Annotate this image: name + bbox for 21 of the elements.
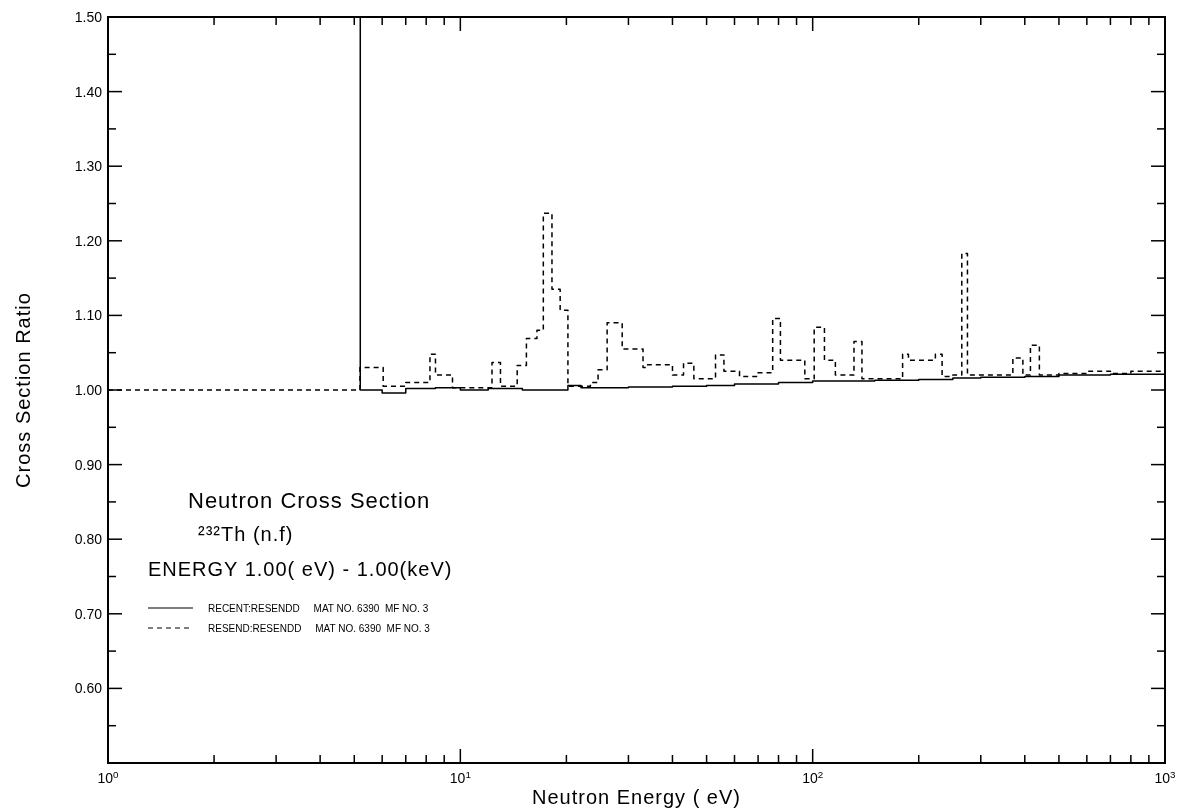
legend-label: RECENT:RESENDD MAT NO. 6390 MF NO. 3 <box>208 602 429 614</box>
y-axis-title: Cross Section Ratio <box>12 292 34 488</box>
annotation: ENERGY 1.00( eV) - 1.00(keV) <box>148 558 453 580</box>
y-tick-label: 1.50 <box>74 8 103 25</box>
y-tick-label: 0.90 <box>74 456 103 473</box>
text: ²³²Th (n.f) <box>198 523 294 545</box>
x-tick-label: 10$^{3}$ <box>1154 768 1177 786</box>
y-tick-label: 1.00 <box>74 381 103 398</box>
y-tick-label: 0.80 <box>74 531 103 548</box>
y-tick-label: 1.20 <box>74 232 103 249</box>
y-tick-label: 1.10 <box>74 307 103 324</box>
x-tick-label: 10$^{0}$ <box>97 768 120 786</box>
x-axis-title: Neutron Energy ( eV) <box>532 786 741 808</box>
x-tick-label: 10$^{1}$ <box>449 768 471 786</box>
y-tick-label: 1.40 <box>74 83 103 100</box>
y-tick-label: 0.70 <box>74 605 103 622</box>
text: Neutron Cross Section <box>188 488 431 513</box>
x-tick-label: 10$^{2}$ <box>802 768 824 786</box>
y-tick-label: 0.60 <box>74 680 103 697</box>
legend-label: RESEND:RESENDD MAT NO. 6390 MF NO. 3 <box>208 622 431 634</box>
y-tick-label: 1.30 <box>74 158 103 175</box>
